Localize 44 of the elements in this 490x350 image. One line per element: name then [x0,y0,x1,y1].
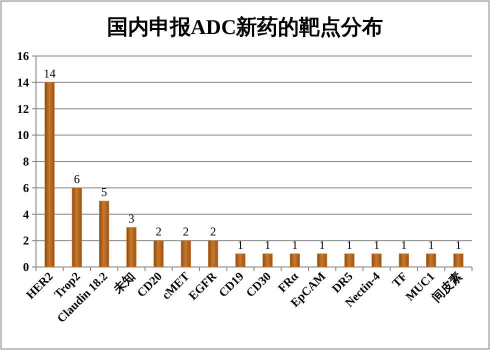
data-label: 1 [292,238,298,252]
bar [398,254,409,268]
bar [44,82,55,268]
bar [154,240,164,268]
data-label: 2 [156,224,162,239]
data-label: 3 [128,211,134,226]
bar [317,254,328,268]
data-label: 2 [182,224,189,239]
data-label: 1 [428,238,434,252]
x-tick-label: TF [389,269,410,290]
y-tick-label: 8 [23,154,29,168]
data-label: 1 [237,238,244,252]
bar [453,254,464,268]
bar [99,200,110,268]
data-label: 1 [346,238,352,252]
y-tick-label: 16 [17,49,29,63]
y-tick-label: 10 [17,128,29,142]
y-tick-label: 2 [23,234,29,248]
bar [290,254,300,268]
bar [372,254,382,268]
data-label: 1 [374,238,380,252]
bar [126,227,136,268]
bar [235,254,246,268]
y-tick-label: 6 [23,180,29,195]
bar [208,240,218,268]
data-label: 14 [44,66,56,80]
data-label: 1 [319,238,326,252]
y-tick-label: 0 [23,260,29,274]
bar [72,188,82,268]
y-tick-label: 12 [17,102,29,116]
data-label: 6 [74,172,80,186]
bar [262,254,273,268]
data-label: 1 [400,238,407,252]
y-tick-label: 14 [17,75,29,90]
bar [180,240,191,268]
bar [344,254,354,268]
data-label: 1 [455,238,462,252]
data-label: 1 [264,238,271,252]
bar [426,254,436,268]
data-label: 5 [101,185,108,200]
data-label: 2 [210,224,216,239]
chart-title: 国内申报ADC新药的靶点分布 [106,15,384,39]
x-tick-label: 未知 [110,269,138,297]
y-tick-label: 4 [23,207,29,222]
